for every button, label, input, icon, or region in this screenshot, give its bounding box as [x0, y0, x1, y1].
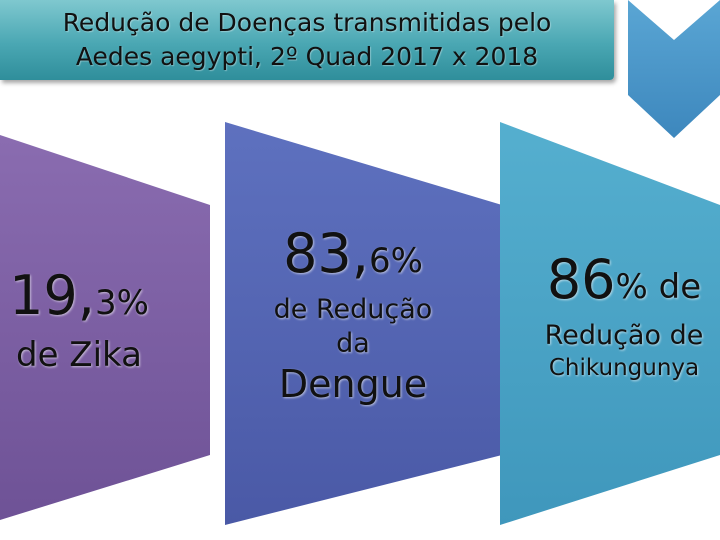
chevron-down-icon [628, 0, 720, 138]
dengue-label-2: da [336, 328, 370, 359]
panel-zika: 19,3% de Zika [0, 264, 158, 375]
dengue-percentage: 83,6% [283, 222, 423, 285]
chik-percentage: 86% de [546, 248, 702, 311]
panel-chik-shape [500, 122, 720, 525]
panel-zika-shape [0, 135, 210, 520]
panel-chikungunya: 86% de Redução de Chikungunya [528, 248, 720, 383]
title-line-1: Redução de Doenças transmitidas pelo [62, 8, 552, 37]
panel-dengue: 83,6% de Redução da Dengue [238, 222, 468, 407]
panel-dengue-shape [225, 122, 502, 525]
chik-label-1: Redução de [544, 320, 704, 351]
title-line-2: Aedes aegypti, 2º Quad 2017 x 2018 [75, 42, 539, 71]
chik-label-2: Chikungunya [548, 355, 700, 381]
dengue-label-1: de Redução [273, 294, 433, 325]
title-banner: Redução de Doenças transmitidas pelo Aed… [0, 0, 614, 80]
zika-label: de Zika [16, 335, 142, 375]
dengue-label-3: Dengue [278, 362, 428, 406]
zika-percentage: 19,3% [9, 264, 149, 327]
